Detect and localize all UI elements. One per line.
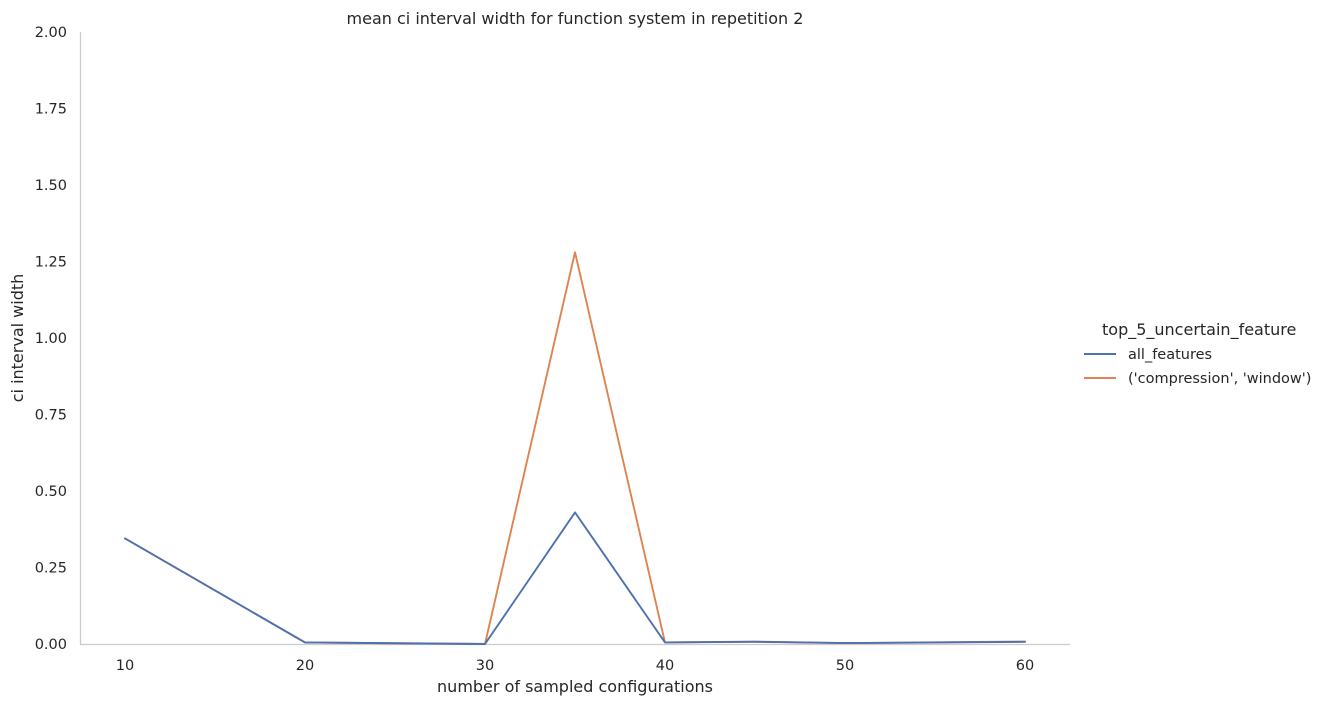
legend: top_5_uncertain_feature all_features ('co… [1084, 320, 1311, 387]
x-tick-label: 10 [116, 658, 134, 674]
y-tick-label: 1.75 [35, 102, 67, 118]
series-line [124, 251, 1026, 645]
y-tick-label: 1.25 [35, 255, 67, 271]
legend-label: all_features [1128, 347, 1212, 363]
chart-title: mean ci interval width for function syst… [347, 9, 804, 28]
y-tick-label: 2.00 [35, 25, 67, 41]
y-tick-label: 0.25 [35, 561, 67, 577]
legend-item: ('compression', 'window') [1084, 371, 1311, 387]
legend-item: all_features [1084, 347, 1212, 363]
series-line [124, 511, 1026, 645]
legend-title: top_5_uncertain_feature [1102, 320, 1296, 340]
y-tick-label: 0.50 [35, 484, 67, 500]
x-tick-labels: 10 20 30 40 50 60 [116, 658, 1034, 674]
y-axis-label: ci interval width [8, 274, 27, 403]
x-axis-label: number of sampled configurations [437, 677, 713, 696]
y-tick-label: 0.75 [35, 408, 67, 424]
y-tick-label: 1.50 [35, 178, 67, 194]
x-tick-label: 20 [296, 658, 314, 674]
x-tick-label: 50 [836, 658, 854, 674]
x-tick-label: 60 [1016, 658, 1034, 674]
x-tick-label: 30 [476, 658, 494, 674]
series-lines [124, 251, 1026, 645]
x-tick-label: 40 [656, 658, 674, 674]
legend-label: ('compression', 'window') [1128, 371, 1311, 387]
y-tick-label: 0.00 [35, 637, 67, 653]
y-tick-labels: 0.00 0.25 0.50 0.75 1.00 1.25 1.50 1.75 2.00 [35, 25, 67, 653]
y-tick-label: 1.00 [35, 331, 67, 347]
